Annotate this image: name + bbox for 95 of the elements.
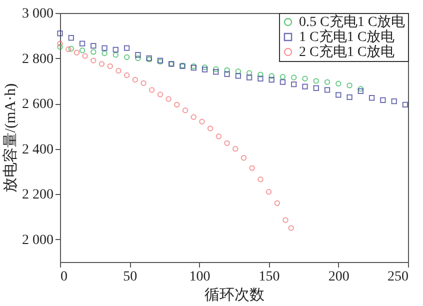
point (68, 35, 74, 41)
point (258, 176, 264, 182)
point (190, 114, 196, 120)
x-tick-label: 150 (258, 270, 280, 284)
point (216, 134, 222, 140)
point (346, 94, 352, 100)
point (102, 45, 108, 51)
point (336, 80, 342, 86)
point (79, 40, 86, 46)
point (213, 69, 219, 75)
x-tick-label: 100 (189, 270, 210, 284)
point (124, 54, 130, 60)
point (166, 96, 172, 102)
x-tick-label: 50 (123, 270, 138, 284)
legend-label: 0.5 C充电1 C放电 (299, 14, 406, 30)
point (68, 46, 74, 52)
point (102, 50, 108, 56)
point (302, 84, 308, 90)
x-tick-label: 200 (328, 270, 350, 284)
x-tick-label: 0 (60, 270, 68, 284)
point (291, 74, 297, 80)
point (324, 87, 330, 93)
x-tick-label: 250 (388, 270, 408, 284)
point (98, 61, 105, 67)
point (107, 63, 113, 70)
point (224, 71, 230, 77)
point (291, 81, 297, 88)
point (74, 50, 80, 56)
point (135, 52, 141, 58)
point (282, 217, 288, 223)
point (235, 73, 242, 79)
point (57, 40, 63, 46)
point (90, 58, 96, 64)
point (391, 98, 397, 104)
point (182, 107, 188, 114)
point (346, 82, 352, 88)
point (124, 72, 130, 78)
point (368, 95, 375, 101)
point (135, 55, 141, 62)
y-tick-label: 3 000 (22, 6, 54, 22)
point (266, 188, 272, 195)
point (132, 76, 138, 83)
point (258, 72, 264, 78)
point (149, 87, 155, 93)
point (313, 85, 319, 91)
point (232, 146, 238, 152)
point (246, 74, 252, 80)
point (280, 79, 286, 85)
point (258, 76, 264, 82)
point (274, 200, 280, 206)
point (82, 53, 88, 59)
legend-label: 2 C充电1 C放电 (299, 44, 395, 60)
point (288, 225, 294, 231)
point (268, 76, 274, 83)
point (57, 30, 63, 36)
point (112, 52, 119, 58)
point (112, 46, 119, 53)
point (280, 74, 286, 80)
point (116, 68, 122, 74)
point (57, 44, 63, 50)
point (224, 67, 230, 73)
point (235, 68, 242, 74)
point (140, 80, 146, 86)
point (358, 86, 364, 92)
point (213, 66, 219, 72)
point (336, 92, 342, 98)
y-tick-label: 2 800 (22, 52, 54, 67)
point (240, 155, 247, 161)
point (90, 42, 96, 49)
y-tick-label: 2 400 (22, 142, 54, 158)
point (302, 76, 308, 82)
point (268, 73, 274, 79)
y-tick-label: 2 600 (22, 97, 54, 112)
point (207, 126, 214, 132)
y-axis-title: 放电容量/(mA·h) (2, 83, 19, 193)
point (224, 140, 230, 146)
point (313, 78, 319, 84)
point (246, 70, 252, 76)
x-axis-title: 循环次数 (204, 288, 264, 304)
legend-label: 1 C充电1 C放电 (299, 29, 395, 45)
point (90, 49, 96, 55)
point (402, 102, 408, 108)
point (157, 92, 164, 98)
point (199, 118, 205, 124)
point (202, 66, 208, 72)
point (174, 102, 180, 108)
y-tick-label: 2 000 (22, 232, 54, 248)
point (202, 64, 208, 70)
point (249, 165, 255, 171)
point (66, 46, 72, 52)
point (79, 48, 86, 54)
y-tick-label: 2 200 (22, 188, 54, 203)
point (380, 97, 386, 103)
point (324, 79, 330, 85)
point (124, 45, 130, 51)
